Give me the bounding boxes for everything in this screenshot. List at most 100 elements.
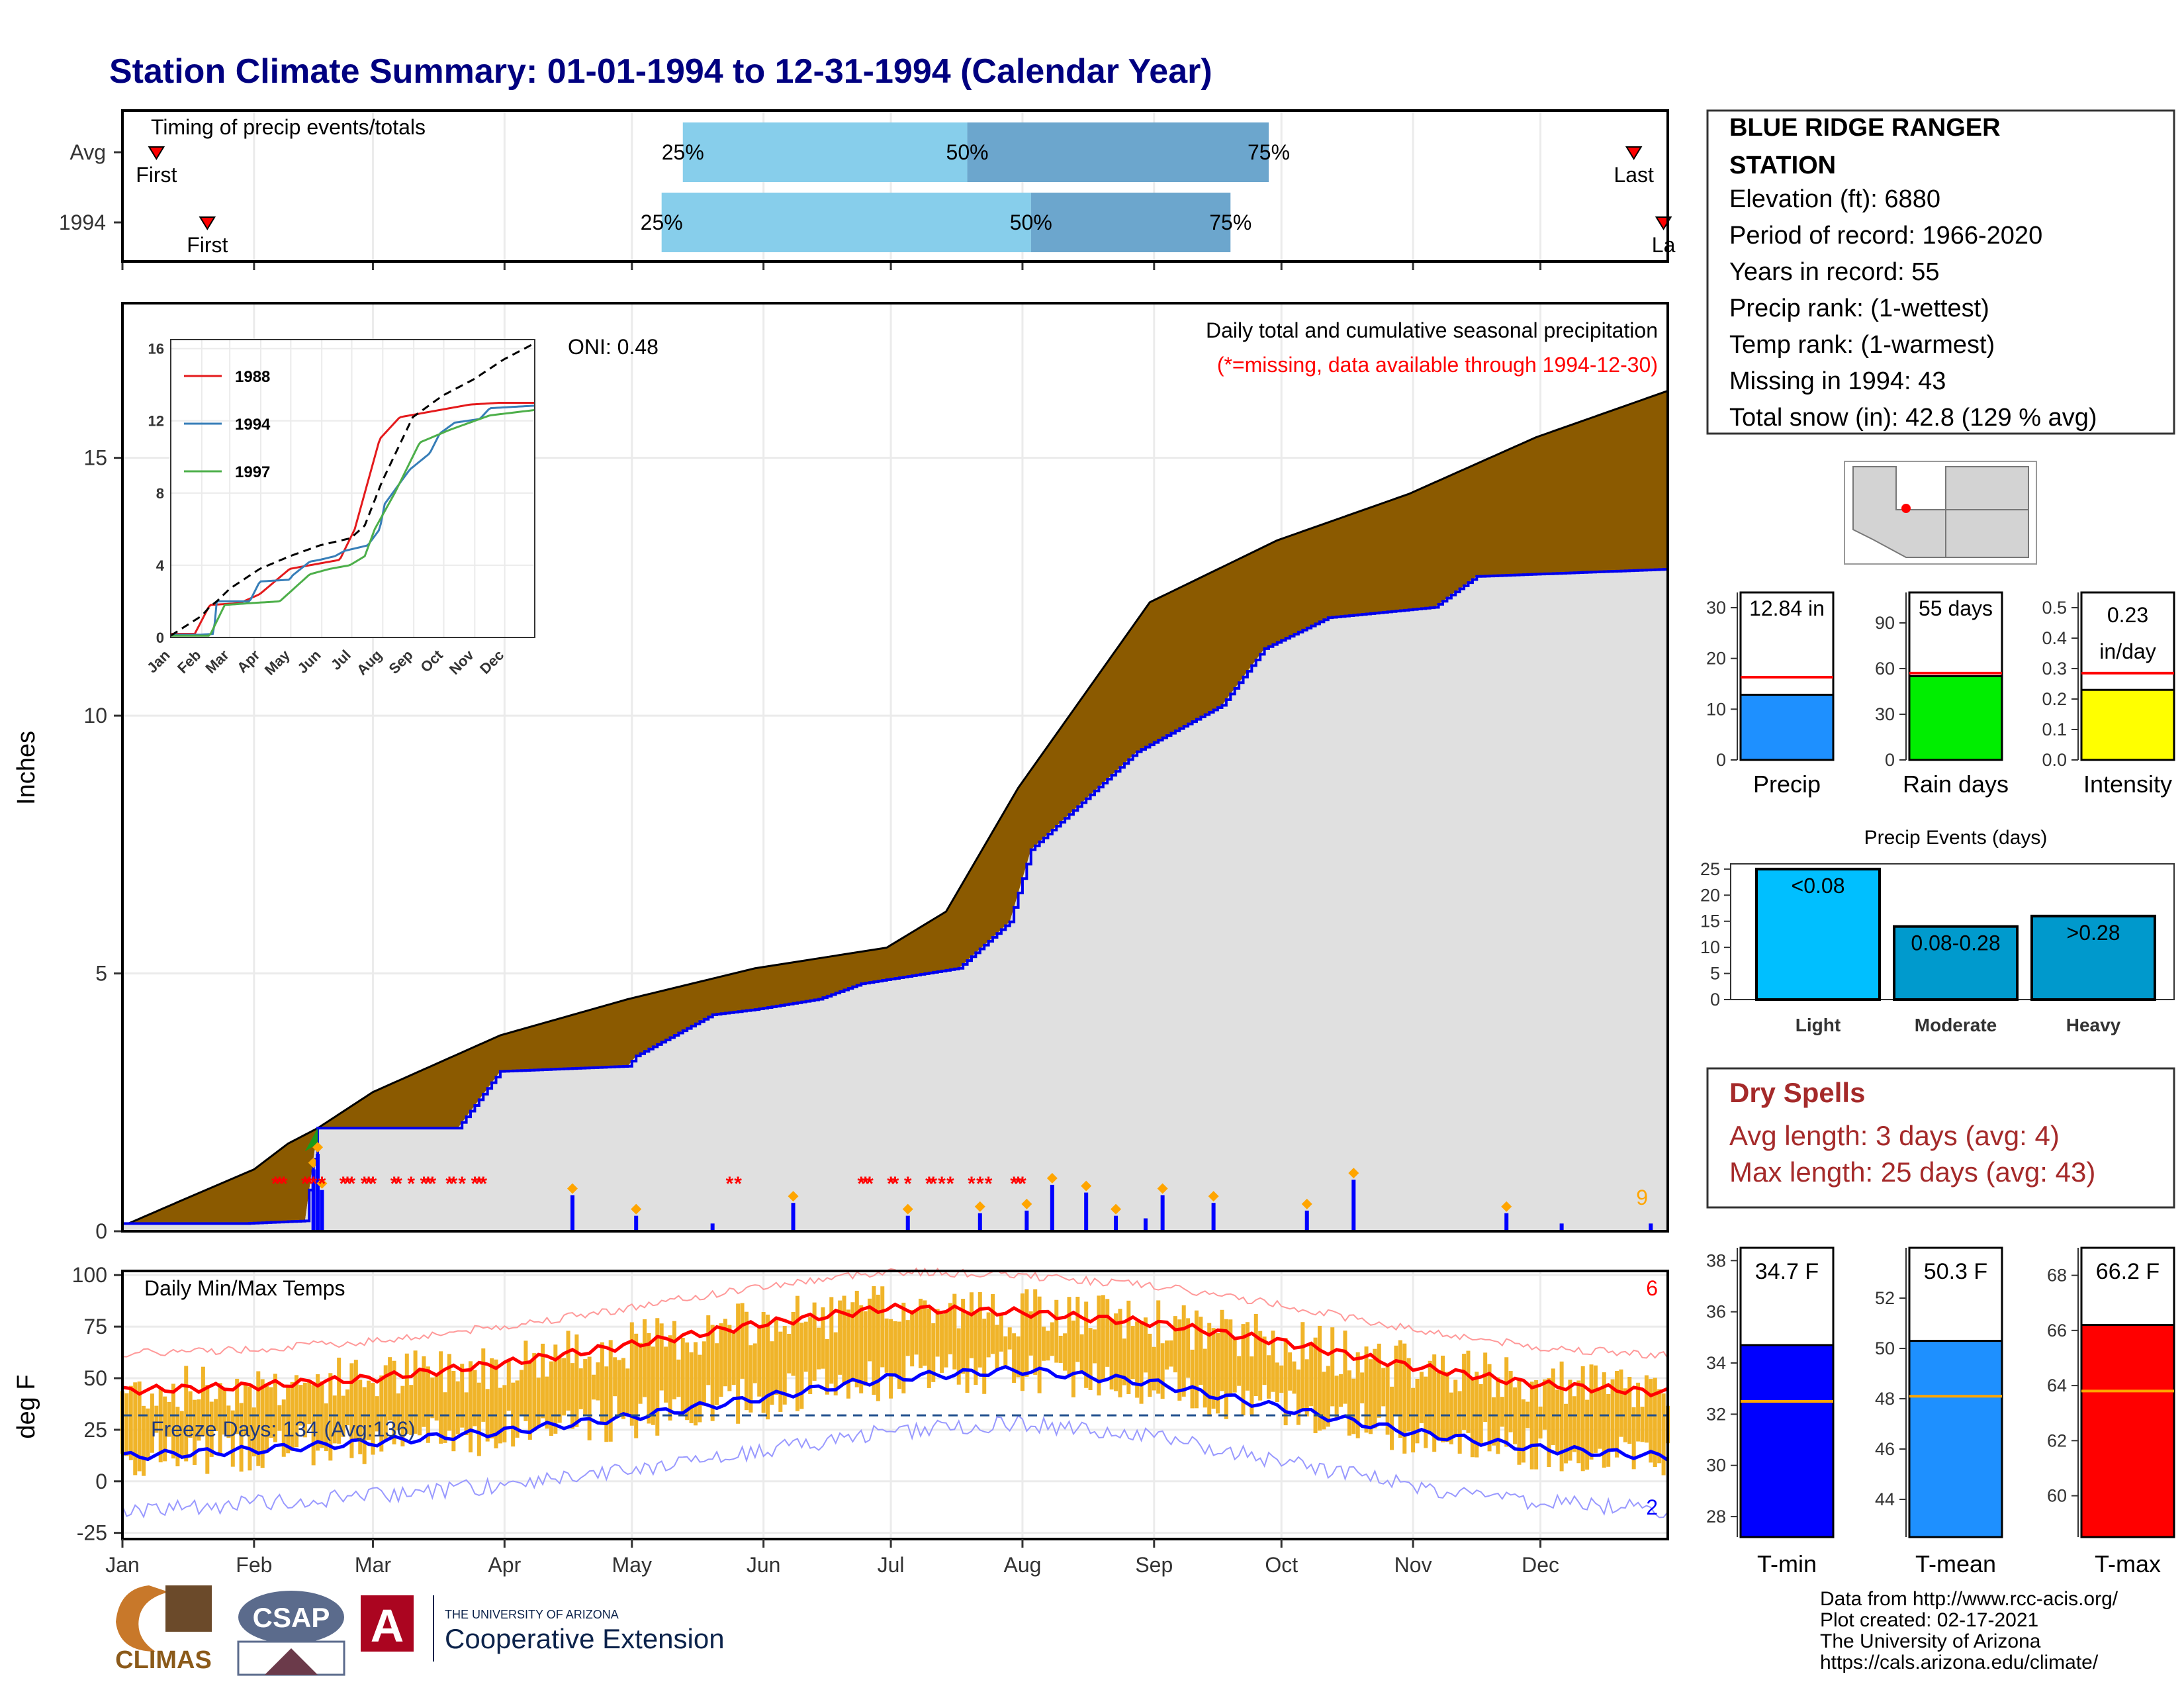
daily-temp-bar (715, 1343, 719, 1405)
daily-temp-bar (625, 1368, 630, 1415)
quartile-label-75: 75% (1248, 140, 1290, 164)
daily-temp-bar (1623, 1388, 1627, 1442)
missing-day-marker: * (475, 1173, 483, 1195)
daily-temp-bar (154, 1405, 159, 1433)
daily-temp-bar (1042, 1327, 1046, 1361)
daily-temp-bar (1517, 1379, 1522, 1465)
daily-temp-bar (1063, 1333, 1068, 1371)
inset-legend-label: 1997 (235, 463, 270, 481)
month-label: Aug (1003, 1553, 1041, 1577)
ua-bottom-text: Cooperative Extension (445, 1623, 725, 1654)
precip-ytick-label: 0 (95, 1219, 107, 1243)
daily-temp-bar (846, 1309, 850, 1399)
daily-temp-bar (1559, 1361, 1564, 1472)
daily-temp-bar (1529, 1382, 1534, 1470)
summary-bar-label: Intensity (2083, 771, 2172, 798)
daily-temp-bar (842, 1295, 846, 1385)
missing-day-marker: * (976, 1173, 984, 1195)
daily-temp-bar (1644, 1375, 1649, 1443)
daily-precip-bar (634, 1215, 639, 1231)
daily-temp-bar (464, 1392, 469, 1436)
daily-temp-bar (515, 1380, 520, 1438)
station-info-line: Missing in 1994: 43 (1729, 367, 1946, 395)
daily-temp-bar (1653, 1378, 1657, 1468)
map-state-lines (1895, 467, 2028, 557)
missing-day-marker: * (968, 1173, 976, 1195)
timing-panel-label: Timing of precip events/totals (151, 115, 426, 139)
daily-temp-bar (770, 1341, 774, 1405)
missing-day-marker: * (394, 1173, 402, 1195)
record-precip-marker (1301, 1198, 1312, 1209)
daily-temp-bar (1615, 1371, 1619, 1458)
daily-temp-bar (473, 1370, 477, 1427)
daily-temp-bar (812, 1302, 817, 1381)
daily-temp-bar (197, 1399, 201, 1441)
daily-temp-bar (1088, 1328, 1093, 1390)
daily-temp-bar (1007, 1327, 1012, 1350)
daily-temp-bar (940, 1313, 944, 1373)
record-low-line (122, 1415, 1668, 1519)
missing-day-marker: * (458, 1173, 466, 1195)
precip-events-title: Precip Events (days) (1864, 827, 2048, 849)
missing-day-marker: * (428, 1173, 436, 1195)
daily-temp-bar (901, 1302, 906, 1393)
temp-bar-value-label: 50.3 F (1924, 1259, 1987, 1284)
daily-temp-bar (1211, 1328, 1216, 1409)
daily-temp-bar (273, 1374, 277, 1442)
daily-temp-bar (1580, 1366, 1585, 1472)
daily-temp-bar (404, 1353, 409, 1434)
daily-temp-bar (918, 1298, 923, 1368)
quartile-bar-50-75 (967, 122, 1269, 182)
daily-temp-bar (910, 1310, 915, 1367)
last-event-label: La (1652, 233, 1676, 257)
daily-temp-bar (1028, 1311, 1033, 1356)
station-info-line: Years in record: 55 (1729, 258, 1940, 286)
temp-ytick-label: 25 (83, 1418, 107, 1442)
daily-temp-bar (574, 1334, 579, 1427)
temp-ytick-label: 100 (72, 1263, 107, 1287)
daily-temp-bar (1084, 1301, 1089, 1388)
daily-temp-bar (634, 1333, 639, 1438)
daily-temp-bar (1368, 1359, 1373, 1434)
daily-temp-bar (1020, 1293, 1024, 1391)
summary-bar-value-label: 12.84 in (1749, 596, 1825, 620)
daily-temp-bar (1322, 1372, 1326, 1430)
daily-temp-bar (379, 1375, 384, 1452)
daily-temp-bar (795, 1295, 799, 1411)
record-low-count: 2 (1646, 1495, 1658, 1519)
avg-min-temp-line (122, 1364, 1669, 1462)
climas-text: CLIMAS (115, 1646, 212, 1674)
daily-temp-bar (316, 1374, 320, 1451)
daily-temp-bar (1309, 1342, 1314, 1407)
missing-day-marker: * (857, 1173, 865, 1195)
temp-bar-ytick-label: 64 (2047, 1376, 2067, 1395)
daily-temp-bar (1118, 1309, 1122, 1397)
daily-temp-bar (265, 1386, 269, 1453)
summary-ytick-label: 0.4 (2042, 628, 2067, 648)
daily-temp-bar (1602, 1372, 1606, 1468)
observed-cumulative-area (122, 569, 1668, 1231)
daily-temp-bar (1122, 1338, 1126, 1385)
daily-temp-bar (1317, 1325, 1322, 1431)
daily-temp-bar (511, 1382, 516, 1447)
daily-temp-bar (1406, 1358, 1411, 1432)
daily-temp-bar (349, 1363, 354, 1458)
temp-ylabel: deg F (13, 1374, 40, 1438)
daily-temp-bar (1640, 1407, 1645, 1442)
daily-temp-bar (1555, 1389, 1560, 1452)
dry-spells-frame (1706, 1067, 2175, 1209)
month-axis: Jan Feb Mar Apr May Jun Jul Aug Sep Oct Nov Dec (105, 1539, 1559, 1577)
station-lines: Elevation (ft): 6880 Period of record: 19… (1729, 185, 2097, 432)
cumulative-deficit-area (122, 391, 1668, 1224)
daily-temp-bar (1177, 1319, 1182, 1401)
daily-temp-bar (1360, 1372, 1365, 1404)
daily-temp-bar (608, 1340, 613, 1442)
daily-temp-bar (1079, 1334, 1084, 1372)
page-title: Station Climate Summary: 01-01-1994 to 1… (109, 52, 1212, 91)
daily-temp-bar (1262, 1336, 1267, 1385)
daily-temp-bar (1538, 1406, 1543, 1439)
station-info-line: Temp rank: (1-warmest) (1729, 331, 1995, 359)
daily-temp-bar (286, 1386, 291, 1454)
record-precip-marker (631, 1203, 642, 1215)
